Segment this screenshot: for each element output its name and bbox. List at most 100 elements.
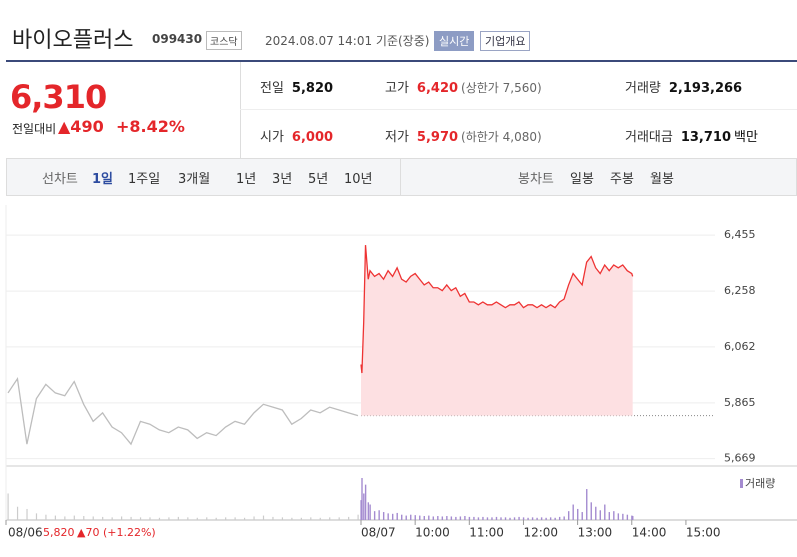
- divider: [240, 109, 797, 110]
- volume-bar: [595, 506, 597, 520]
- volume-bar: [441, 516, 444, 520]
- volume-bar: [513, 517, 516, 520]
- volume-bar: [363, 493, 365, 520]
- prev-volume-bar: [281, 517, 284, 520]
- prev-volume-bar: [158, 517, 161, 520]
- volume-bar: [500, 517, 502, 520]
- candle-tab[interactable]: 일봉: [570, 172, 594, 187]
- volume-bar: [414, 515, 416, 520]
- stat-label: 고가: [385, 81, 409, 96]
- period-tab[interactable]: 3년: [272, 172, 293, 187]
- candle-tab[interactable]: 월봉: [650, 172, 674, 187]
- volume-bar: [387, 513, 389, 520]
- stat-label: 거래대금: [625, 130, 673, 145]
- prev-change: ▲70 (+1.22%): [77, 526, 156, 539]
- prev-volume-bar: [92, 516, 94, 520]
- period-tab[interactable]: 1년: [236, 172, 257, 187]
- change-label: 전일대비: [12, 122, 57, 136]
- volume-bar: [410, 514, 412, 520]
- stat-label: 거래량: [625, 81, 661, 96]
- y-tick-label: 5,669: [724, 452, 756, 465]
- stat-unit: 백만: [734, 130, 758, 145]
- volume-bar: [360, 500, 362, 520]
- prev-volume-bar: [121, 516, 123, 520]
- period-tab[interactable]: 5년: [308, 172, 329, 187]
- volume-bar: [558, 516, 561, 520]
- price-line: [360, 245, 634, 374]
- volume-bar: [613, 511, 615, 520]
- change-rate: +8.42%: [116, 117, 185, 136]
- prev-volume-bar: [83, 516, 85, 520]
- prev-volume-bar: [168, 517, 170, 520]
- prev-volume-bar: [234, 517, 236, 520]
- volume-bar: [599, 510, 601, 520]
- prev-volume-bar: [253, 516, 255, 520]
- y-tick-label: 5,865: [724, 396, 756, 409]
- period-tab[interactable]: 1일: [92, 172, 114, 187]
- stat-value: 2,193,266: [668, 81, 743, 96]
- volume-bar: [617, 513, 620, 520]
- prev-volume-bar: [54, 515, 56, 520]
- tab-label: 선차트: [42, 172, 78, 187]
- volume-bar: [369, 504, 371, 520]
- volume-bar: [590, 502, 592, 520]
- stat-value: 5,970: [416, 130, 459, 145]
- candle-tab[interactable]: 주봉: [610, 172, 634, 187]
- prev-volume-bar: [64, 516, 66, 520]
- volume-bar: [405, 515, 407, 520]
- stat-note: (상한가 7,560): [461, 81, 542, 95]
- volume-bar: [622, 513, 624, 520]
- stock-name: 바이오플러스: [12, 28, 134, 53]
- period-tab[interactable]: 10년: [344, 172, 373, 187]
- prev-date: 08/06: [8, 526, 43, 540]
- volume-bar: [522, 517, 525, 520]
- stat-value: 6,420: [416, 81, 459, 96]
- prev-volume-bar: [262, 515, 265, 520]
- tab-bar: [6, 158, 797, 196]
- volume-bar: [455, 516, 457, 520]
- prev-volume-bar: [348, 516, 350, 520]
- volume-bar: [632, 516, 634, 520]
- x-tick-label: 10:00: [415, 526, 450, 540]
- divider: [400, 159, 401, 195]
- x-tick-label: 08/07: [361, 526, 396, 540]
- x-tick-label: 13:00: [578, 526, 613, 540]
- stat-label: 저가: [385, 130, 409, 145]
- volume-bar: [491, 517, 493, 520]
- volume-bar: [608, 512, 611, 520]
- volume-bar: [432, 516, 435, 520]
- prev-volume-bar: [338, 517, 340, 520]
- prev-volume-bar: [357, 514, 359, 520]
- volume-bar: [540, 517, 543, 520]
- legend-swatch: [740, 479, 743, 488]
- volume-bar: [437, 516, 439, 520]
- volume-bar: [563, 516, 565, 520]
- realtime-button[interactable]: 실시간: [434, 31, 475, 51]
- volume-bar: [428, 515, 430, 520]
- period-tab[interactable]: 3개월: [178, 172, 211, 187]
- volume-bar: [527, 517, 529, 520]
- x-tick-label: 15:00: [686, 526, 721, 540]
- market-badge: 코스닥: [206, 31, 242, 50]
- prev-volume-bar: [243, 517, 246, 520]
- volume-bar: [581, 512, 583, 520]
- volume-bar: [531, 517, 534, 520]
- y-tick-label: 6,455: [724, 228, 756, 241]
- stat: 거래량 2,193,266: [625, 77, 742, 96]
- prev-volume-bar: [73, 515, 75, 520]
- volume-bar: [586, 489, 588, 520]
- company-button[interactable]: 기업개요: [480, 31, 531, 51]
- prev-volume-bar: [291, 517, 293, 520]
- stat: 거래대금 13,710 백만: [625, 126, 758, 145]
- stat-label: 시가: [260, 130, 284, 145]
- period-tab[interactable]: 1주일: [128, 172, 161, 187]
- volume-bar: [419, 515, 421, 520]
- volume-bar: [401, 514, 403, 520]
- volume-bar: [509, 517, 511, 520]
- stat-value: 5,820: [291, 81, 334, 96]
- volume-bar: [554, 517, 556, 520]
- prev-volume-bar: [7, 493, 9, 520]
- volume-bar: [495, 516, 498, 520]
- prev-volume-bar: [45, 514, 47, 520]
